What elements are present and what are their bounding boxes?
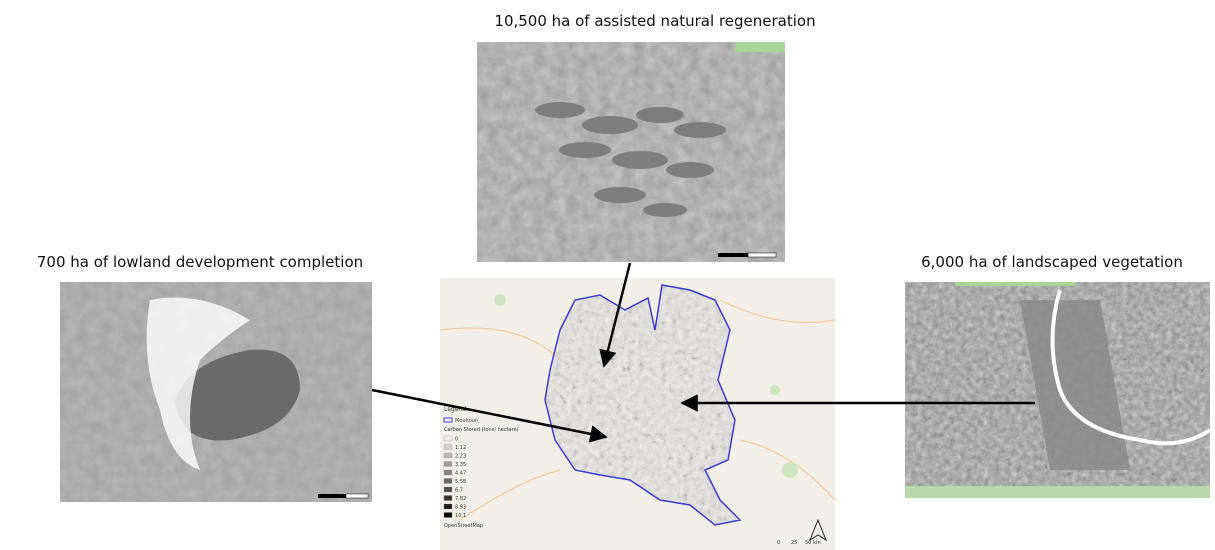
legend-swatch [444,487,452,492]
legend-item: 3.35 [455,462,466,468]
scale-bar [748,253,776,257]
scale-bar [718,253,748,257]
basemap-strip [905,486,1210,498]
inset-label: 6,000 ha of landscaped vegetation [921,253,1183,271]
legend-swatch [444,436,452,441]
legend-swatch [444,445,452,450]
scale-label: 0 [777,540,780,546]
legend-heading: Carbon Stored (tons/ hectare) [444,427,519,433]
legend-item: 5.58 [455,479,466,485]
legend-swatch [444,479,452,484]
inset-label: 10,500 ha of assisted natural regenerati… [494,12,815,30]
basemap-strip [735,42,785,52]
legend-item: Mouhoun [455,418,478,424]
legend-item: 1.12 [455,445,466,451]
scale-label: 50 km [805,540,821,546]
scale-bar [346,494,368,498]
legend-item: 10.1 [455,513,466,519]
figure: 10,500 ha of assisted natural regenerati… [0,0,1215,550]
legend-swatch [444,462,452,467]
legend-source: OpenStreetMap [444,523,483,529]
legend-item: 8.93 [455,505,466,511]
basemap-strip [955,282,1075,286]
legend-item: 2.23 [455,454,466,460]
inset-label: 700 ha of lowland development completion [37,253,363,271]
legend-swatch [444,504,452,509]
scale-label: 25 [791,540,797,546]
legend-swatch [444,513,452,518]
legend-item: 0 [455,437,458,443]
scale-bar [318,494,346,498]
legend-item: 4.47 [455,471,466,477]
legend-swatch [444,496,452,501]
legend-swatch [444,470,452,475]
legend-item: 6.7 [455,488,463,494]
legend-item: 7.82 [455,496,466,502]
legend-swatch [444,453,452,458]
